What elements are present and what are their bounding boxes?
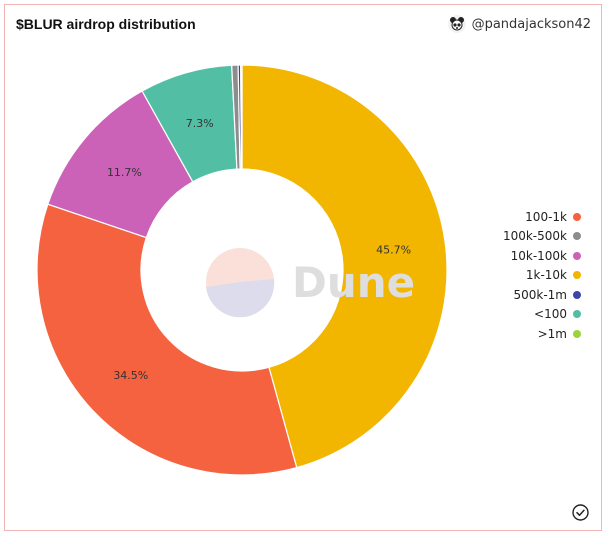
legend-item[interactable]: 500k-1m: [503, 287, 581, 303]
legend-swatch: [573, 271, 581, 280]
legend-item[interactable]: 10k-100k: [503, 248, 581, 264]
legend-swatch: [573, 212, 581, 221]
chart-legend: 100-1k 100k-500k 10k-100k 1k-10k 500k-1m <100…: [503, 209, 581, 342]
legend-swatch: [573, 329, 581, 338]
legend-item[interactable]: >1m: [503, 326, 581, 342]
donut-chart: Dune 45.7% 34.5% 11.7% 7.3%: [36, 64, 448, 476]
slice--1m[interactable]: [240, 64, 243, 170]
legend-label: <100: [534, 307, 567, 322]
dune-watermark: Dune: [206, 248, 415, 318]
check-circle-icon[interactable]: [572, 504, 589, 521]
slice-1k-10k[interactable]: [241, 64, 448, 469]
legend-item[interactable]: <100: [503, 307, 581, 323]
legend-swatch: [573, 251, 581, 260]
legend-swatch: [573, 232, 581, 241]
slice-100-1k[interactable]: [36, 203, 298, 476]
legend-label: 1k-10k: [525, 268, 567, 283]
slice-label: 11.7%: [107, 166, 142, 179]
slice-label: 34.5%: [113, 369, 148, 382]
legend-item[interactable]: 100-1k: [503, 209, 581, 225]
legend-swatch: [573, 290, 581, 299]
legend-item[interactable]: 100k-500k: [503, 229, 581, 245]
legend-label: 10k-100k: [510, 248, 567, 263]
legend-label: 100k-500k: [502, 229, 567, 244]
slice-label: 45.7%: [376, 243, 411, 256]
chart-title: $BLUR airdrop distribution: [16, 16, 196, 32]
author-link[interactable]: @pandajackson42: [447, 15, 591, 33]
legend-label: 500k-1m: [513, 287, 567, 302]
watermark-text: Dune: [292, 258, 415, 307]
chart-card: $BLUR airdrop distribution @pandajackson…: [4, 4, 602, 531]
legend-swatch: [573, 310, 581, 319]
panda-avatar-icon: [447, 15, 466, 33]
legend-item[interactable]: 1k-10k: [503, 268, 581, 284]
legend-label: 100-1k: [525, 209, 567, 224]
legend-label: >1m: [537, 326, 567, 341]
slice-label: 7.3%: [186, 117, 214, 130]
author-handle: @pandajackson42: [471, 16, 591, 32]
